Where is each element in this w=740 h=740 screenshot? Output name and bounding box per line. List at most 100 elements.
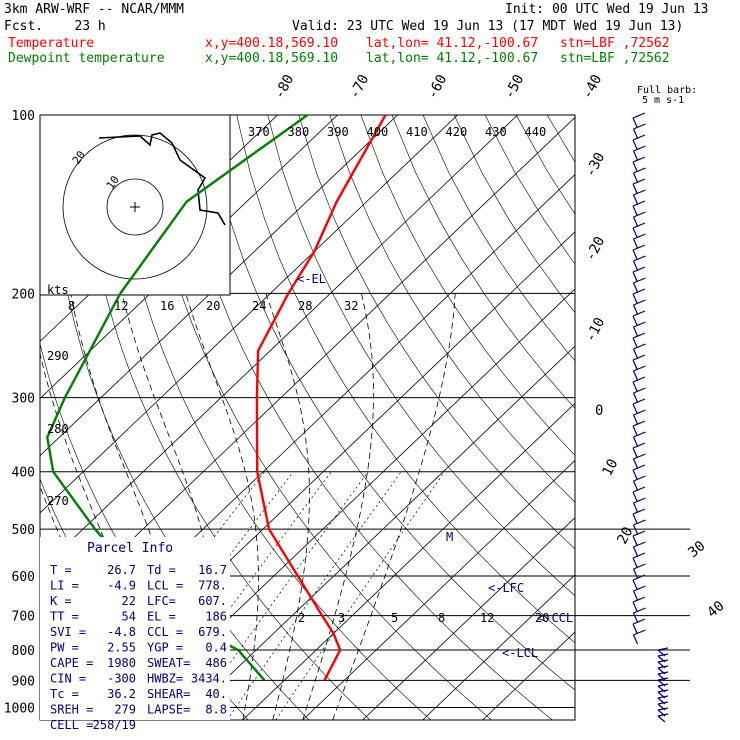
parcel-key: EL = <box>147 610 176 624</box>
pressure-label-300: 300 <box>12 392 35 407</box>
parcel-value: 8.8 <box>205 703 227 717</box>
parcel-value: 1980 <box>107 656 136 670</box>
dry-adiabat <box>81 115 371 720</box>
dry-adiabat <box>360 115 575 456</box>
parcel-value: -4.9 <box>107 579 136 593</box>
wind-barb <box>632 486 646 502</box>
wind-barb <box>632 332 646 348</box>
theta-e-label: 400 <box>367 125 389 139</box>
wind-barb <box>632 277 646 293</box>
wind-barb <box>632 420 646 436</box>
isotherm-line <box>40 115 458 514</box>
mixing-ratio-label-low: 3 <box>338 611 345 625</box>
dry-adiabat <box>546 115 575 163</box>
temperature-profile <box>255 114 387 681</box>
isotherm-line <box>482 631 575 720</box>
dry-adiabat <box>734 115 740 720</box>
dry-adiabat <box>267 115 575 597</box>
theta-label: 290 <box>47 349 69 363</box>
dewpoint-latlon: lat,lon= 41.12,-100.67 <box>366 51 539 66</box>
moist-adiabat <box>265 293 310 720</box>
parcel-key: Tc = <box>50 687 79 701</box>
temperature-xy: x,y=400.18,569.10 <box>205 36 339 51</box>
mixing-ratio-label-low: 20 <box>535 611 549 625</box>
wind-barb <box>632 541 646 557</box>
temperature-station: stn=LBF ,72562 <box>560 36 670 51</box>
wind-barb <box>632 112 646 128</box>
parcel-key: CELL = <box>50 718 93 732</box>
wind-barb <box>632 464 646 480</box>
isotherm-label: 0 <box>595 403 603 419</box>
wind-barb <box>632 244 646 260</box>
pressure-label-500: 500 <box>12 523 35 538</box>
mixing-ratio-line <box>148 471 332 720</box>
mixing-ratio-label: 8 <box>68 299 75 313</box>
hodograph-ring <box>62 134 208 280</box>
wind-barb <box>632 409 646 425</box>
theta-e-label: 390 <box>327 125 349 139</box>
isotherm-label: 10 <box>599 456 621 478</box>
init-time: Init: 00 UTC Wed 19 Jun 13 <box>505 2 709 17</box>
isotherm-line <box>182 345 575 720</box>
hodograph-ring-label: 20 <box>70 148 88 166</box>
isotherm-line <box>40 115 338 400</box>
mixing-ratio-label: 24 <box>252 299 266 313</box>
pressure-label-100: 100 <box>12 109 35 124</box>
hodograph-ring-label: 10 <box>104 173 122 191</box>
theta-e-label: 370 <box>248 125 270 139</box>
parcel-key: CCL = <box>147 625 183 639</box>
wind-barb <box>632 475 646 491</box>
wind-barb <box>632 497 646 513</box>
parcel-value: -4.8 <box>107 625 136 639</box>
dry-adiabat <box>391 115 575 409</box>
parcel-value: 279 <box>114 703 136 717</box>
theta-e-label: 410 <box>406 125 428 139</box>
wind-barb <box>632 530 646 546</box>
pressure-label-600: 600 <box>12 570 35 585</box>
wind-barb <box>632 222 646 238</box>
wind-barb <box>632 321 646 337</box>
wind-barb <box>632 266 646 282</box>
wind-barb <box>632 607 646 623</box>
parcel-key: YGP = <box>147 641 183 655</box>
isotherm-label: 20 <box>614 524 636 546</box>
wind-barb <box>632 189 646 205</box>
parcel-key: CIN = <box>50 672 86 686</box>
wind-barb <box>632 134 646 150</box>
dry-adiabat <box>174 115 553 720</box>
mixing-ratio-line <box>275 471 445 720</box>
dry-adiabat <box>205 115 575 691</box>
temperature-latlon: lat,lon= 41.12,-100.67 <box>366 36 539 51</box>
isotherm-line <box>242 402 575 720</box>
dry-adiabat <box>515 115 575 215</box>
parcel-key: SREH = <box>50 703 93 717</box>
wind-barb <box>632 596 646 612</box>
parcel-key: CAPE = <box>50 656 93 670</box>
temperature-legend: Temperature <box>8 36 95 51</box>
mixing-ratio-label-low: 5 <box>391 611 398 625</box>
parcel-value: 679. <box>198 625 227 639</box>
dewpoint-station: stn=LBF ,72562 <box>560 51 670 66</box>
wind-barb <box>657 713 669 723</box>
wind-barb <box>632 123 646 139</box>
isotherm-label: -70 <box>346 72 372 102</box>
theta-label: 280 <box>47 422 69 436</box>
parcel-value: 186 <box>205 610 227 624</box>
dry-adiabat <box>640 115 740 720</box>
parcel-info-title: Parcel Info <box>87 541 173 556</box>
dry-adiabat <box>672 115 740 720</box>
parcel-key: LAPSE= <box>147 703 190 717</box>
pressure-label-1000: 1000 <box>4 701 35 716</box>
dewpoint-legend: Dewpoint temperature <box>8 51 165 66</box>
isotherm-label: -20 <box>582 234 608 264</box>
isotherm-line <box>362 517 575 720</box>
pressure-label-700: 700 <box>12 610 35 625</box>
parcel-key: LCL = <box>147 579 183 593</box>
dry-adiabat <box>609 115 740 720</box>
parcel-value: 54 <box>122 610 136 624</box>
parcel-key: SWEAT= <box>147 656 190 670</box>
dry-adiabat <box>703 115 740 720</box>
wind-barb <box>632 145 646 161</box>
parcel-value: 16.7 <box>198 563 227 577</box>
mixing-ratio-label-low: 2 <box>298 611 305 625</box>
